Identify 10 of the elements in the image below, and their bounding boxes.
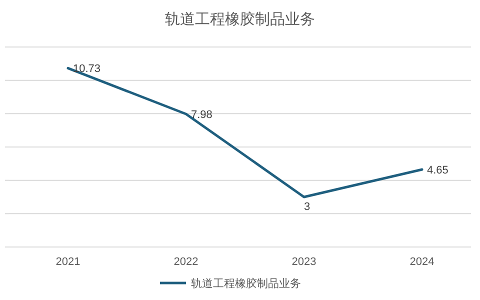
- x-tick-label: 2021: [56, 256, 80, 268]
- data-label: 7.98: [191, 109, 212, 121]
- x-tick-label: 2022: [174, 256, 198, 268]
- data-label: 4.65: [427, 164, 448, 176]
- data-label: 3: [304, 201, 310, 214]
- legend-label: 轨道工程橡胶制品业务: [191, 277, 301, 290]
- chart-title: 轨道工程橡胶制品业务: [165, 11, 315, 28]
- data-label: 10.73: [73, 63, 101, 76]
- x-tick-label: 2023: [292, 256, 316, 268]
- x-tick-label: 2024: [410, 256, 434, 268]
